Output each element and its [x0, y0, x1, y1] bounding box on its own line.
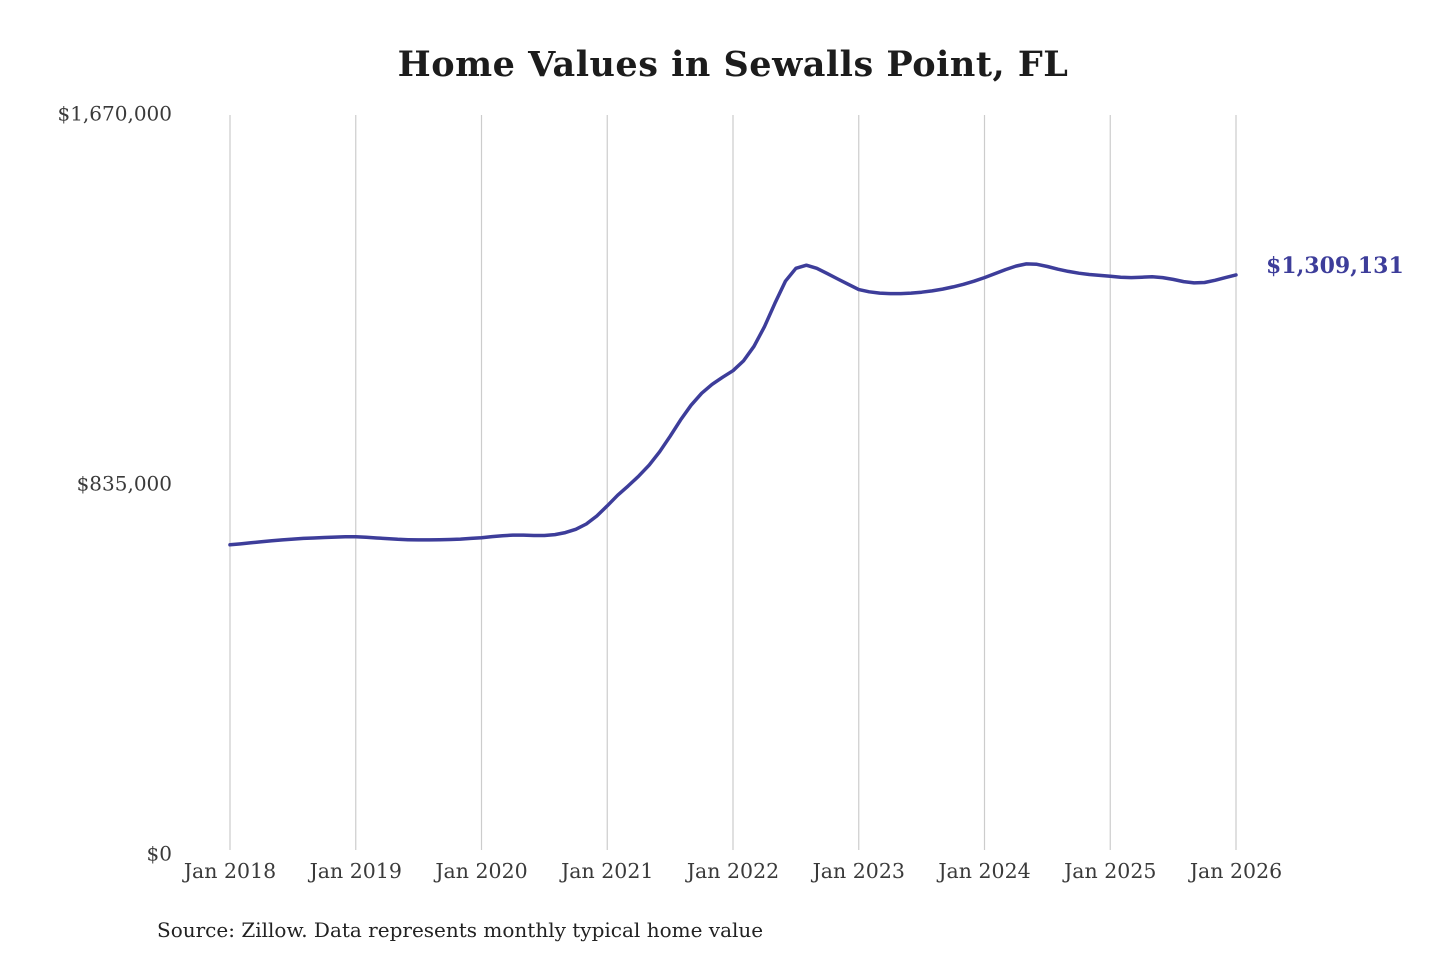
source-note: Source: Zillow. Data represents monthly …: [157, 918, 764, 942]
x-tick-label: Jan 2021: [559, 859, 653, 883]
y-axis-labels-group: $0 $835,000 $1,670,000: [57, 102, 172, 866]
x-tick-label: Jan 2019: [308, 859, 402, 883]
x-axis-labels-group: Jan 2018 Jan 2019 Jan 2020 Jan 2021 Jan 2022…: [182, 859, 1282, 883]
home-value-line: [228, 262, 1238, 547]
end-value-label: $1,309,131: [1266, 253, 1404, 279]
x-tick-label: Jan 2023: [811, 859, 905, 883]
x-tick-label: Jan 2026: [1188, 859, 1282, 883]
x-tick-label: Jan 2018: [182, 859, 276, 883]
chart-title: Home Values in Sewalls Point, FL: [397, 44, 1069, 85]
x-tick-label: Jan 2020: [433, 859, 527, 883]
x-tick-label: Jan 2022: [685, 859, 779, 883]
x-tick-label: Jan 2024: [936, 859, 1030, 883]
y-tick-label: $835,000: [77, 472, 172, 496]
x-tick-label: Jan 2025: [1062, 859, 1156, 883]
y-tick-label: $0: [147, 842, 172, 866]
y-tick-label: $1,670,000: [57, 102, 172, 126]
gridlines-group: [229, 115, 1237, 850]
